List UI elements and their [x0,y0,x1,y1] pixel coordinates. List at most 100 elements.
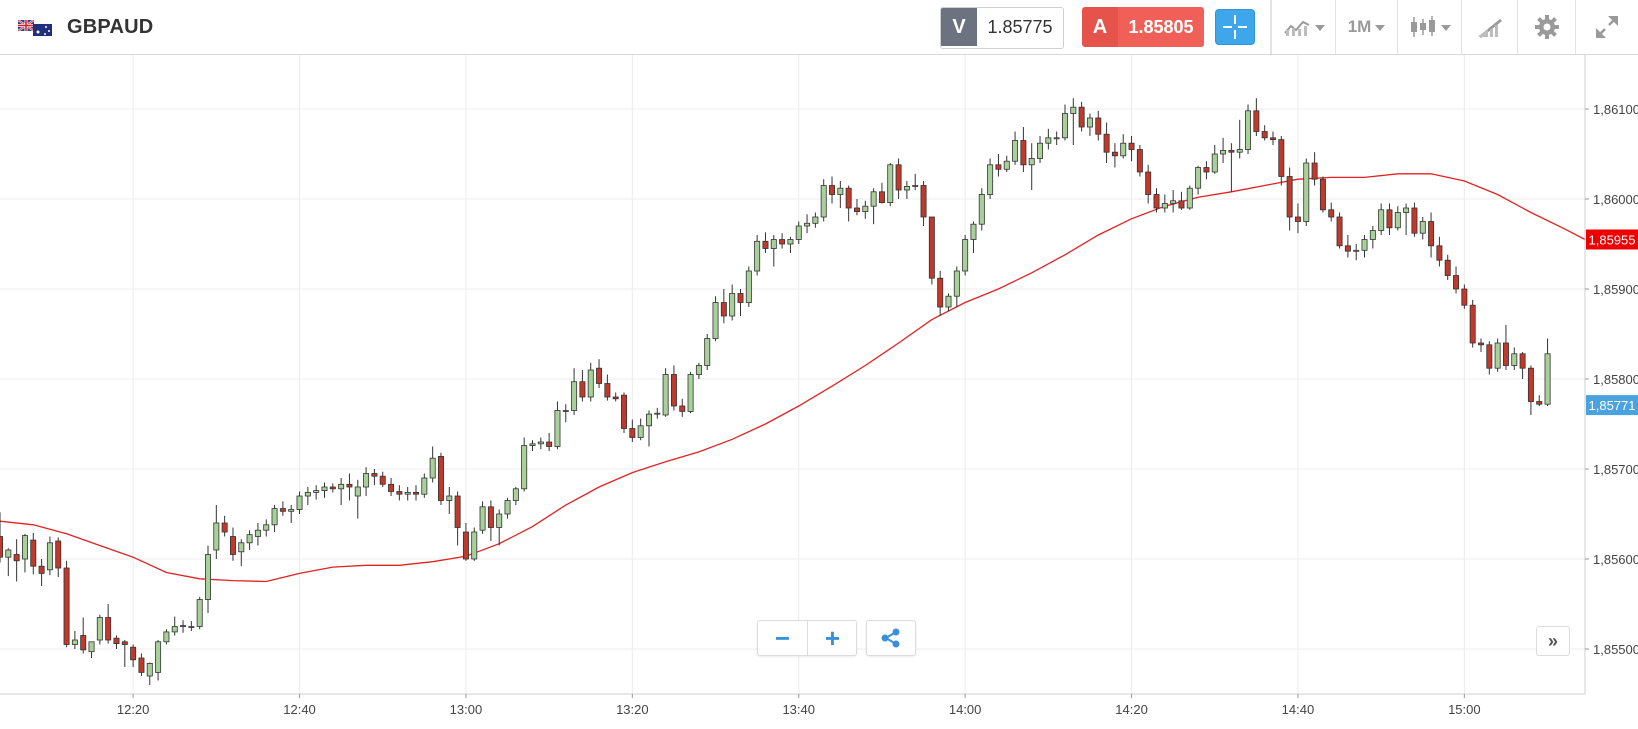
candle [962,235,969,276]
candle [446,487,453,514]
candle-body-up [338,483,345,490]
candle [263,519,270,537]
candle-body-down [1286,176,1293,218]
candle-body-up [1045,137,1052,144]
ask-price-box[interactable]: A 1.85805 [1082,7,1204,47]
candle [180,620,187,633]
candle [1178,191,1185,210]
candles [0,98,1551,685]
price-chart[interactable]: 1,85500 1,85600 1,85700 1,85800 1,85900 1,860… [0,55,1638,729]
candle [670,365,677,411]
candle [462,523,469,561]
candle-body-down [629,428,636,438]
candle [1028,143,1035,190]
candle [1444,254,1451,280]
candle-body-up [787,239,794,245]
candle [737,289,744,316]
candle [770,235,777,267]
zoom-out-button[interactable]: − [758,621,808,655]
share-icon [881,628,900,648]
candle [1319,176,1326,213]
candle-body-down [1436,245,1443,261]
candle-body-down [596,367,603,384]
candle-body-up [521,445,528,490]
candle [404,487,411,501]
bid-price-box[interactable]: V 1.85775 [940,7,1064,49]
candle [1411,202,1418,237]
candle [779,233,786,249]
candle [1536,395,1543,406]
candle-body-up [354,486,361,497]
candle [96,614,103,645]
crosshair-button[interactable] [1215,9,1255,45]
timeframe-select[interactable]: 1M [1335,0,1397,54]
candle-body-down [779,239,786,245]
candle [487,500,494,541]
candle [1145,164,1152,204]
y-tick-label: 1,85700 [1593,462,1638,477]
candle [845,185,852,222]
candle-body-down [1261,131,1268,139]
candle-body-up [662,374,669,416]
scroll-to-latest-button[interactable]: » [1536,626,1570,656]
candle [1361,235,1368,258]
candle [1527,365,1534,415]
candle [121,640,128,667]
share-button[interactable] [866,620,916,656]
candle [205,545,211,613]
candle [887,163,894,207]
symbol-title[interactable]: GBPAUD [67,16,154,38]
candle [1053,131,1060,145]
candle [171,616,178,636]
candle-body-down [579,381,586,398]
candle-body-up [1003,160,1010,170]
candle-body-down [854,207,860,212]
drawing-tools-button[interactable] [1461,0,1517,54]
candle-body-up [1170,200,1177,204]
candle-body-up [712,302,719,339]
candle [1261,125,1268,141]
candle-body-down [1136,149,1143,173]
candle-body-down [928,216,935,279]
candle [704,334,711,370]
candle-body-up [404,491,411,495]
fullscreen-button[interactable] [1575,0,1638,54]
candle-body-up [645,413,652,427]
candle [1461,284,1468,309]
candle [554,401,561,450]
candle [953,266,960,307]
candle [146,662,153,685]
candle [429,446,436,483]
chevron-down-icon [1440,25,1451,31]
candle-body-up [504,500,511,515]
indicators-button[interactable] [1271,0,1335,54]
candle-body-up [1195,167,1202,189]
candle-body-down [1478,342,1484,346]
axes: 1,85500 1,85600 1,85700 1,85800 1,85900 1,860… [0,55,1638,717]
candle [1253,98,1260,136]
candle [546,433,553,451]
candle [1220,137,1227,163]
price-tags: 1,85955 1,85771 [1586,229,1638,416]
timeframe-label: 1M [1347,17,1372,36]
candle [562,404,569,423]
candle-body-up [987,164,994,195]
chart-type-button[interactable] [1397,0,1461,54]
candle [1544,338,1551,406]
candle [945,293,952,312]
x-tick-label: 12:20 [117,702,150,717]
candle-body-up [745,270,752,303]
y-tick-label: 1,86000 [1593,192,1638,207]
drawing-tools-icon [1477,19,1502,38]
candle [712,296,719,342]
candle [862,200,869,219]
candle-body-up [887,164,894,204]
zoom-in-button[interactable]: + [824,623,841,653]
candle-body-down [437,455,444,501]
settings-button[interactable] [1517,0,1575,54]
toolbar-divider [1270,0,1271,54]
candle-body-up [163,631,170,643]
candle [221,515,228,537]
candle [1203,161,1210,180]
candle-body-up [1236,149,1243,153]
